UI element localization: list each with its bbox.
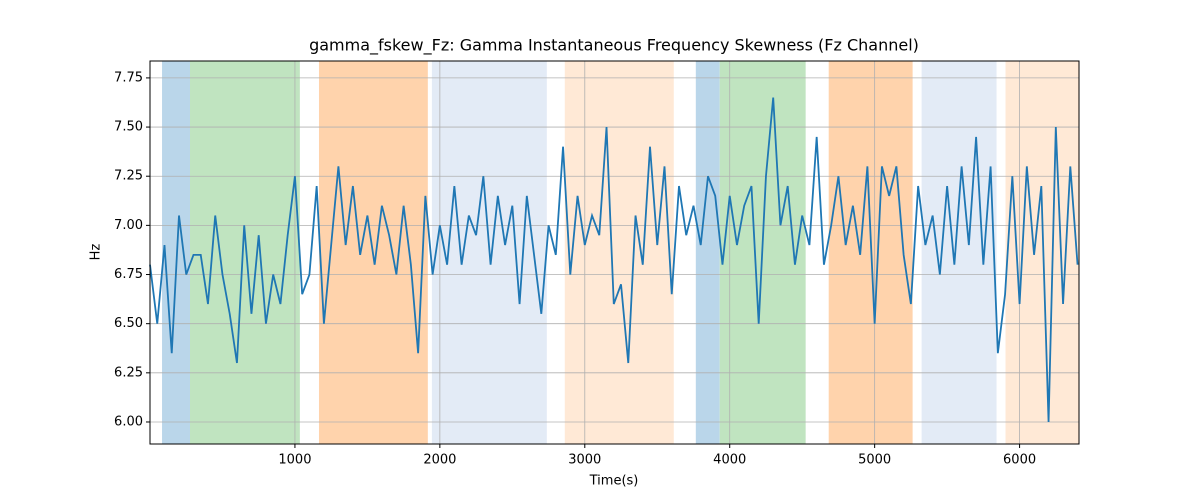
x-tick-label: 2000	[423, 453, 456, 468]
y-tick-label: 6.75	[114, 267, 143, 282]
x-tick-label: 6000	[1003, 453, 1036, 468]
y-tick-label: 6.25	[114, 365, 143, 380]
x-tick-label: 1000	[278, 453, 311, 468]
shaded-span	[921, 61, 997, 444]
x-axis-label: Time(s)	[589, 474, 639, 489]
y-tick-label: 6.50	[114, 316, 143, 331]
y-tick-label: 7.50	[114, 120, 143, 135]
shaded-span	[190, 61, 300, 444]
y-tick-label: 7.25	[114, 169, 143, 184]
x-tick-label: 3000	[568, 453, 601, 468]
shaded-span	[162, 61, 191, 444]
chart-title: gamma_fskew_Fz: Gamma Instantaneous Freq…	[309, 36, 919, 56]
y-tick-label: 7.75	[114, 70, 143, 85]
y-tick-label: 6.00	[114, 414, 143, 429]
shaded-span	[1005, 61, 1079, 444]
data-line	[149, 97, 1079, 423]
y-axis-label: Hz	[89, 244, 104, 261]
y-tick-label: 7.00	[114, 218, 143, 233]
shaded-span	[564, 61, 674, 444]
plot-frame	[149, 60, 1080, 445]
shaded-span	[695, 61, 720, 444]
x-tick-label: 5000	[858, 453, 891, 468]
x-tick-label: 4000	[713, 453, 746, 468]
